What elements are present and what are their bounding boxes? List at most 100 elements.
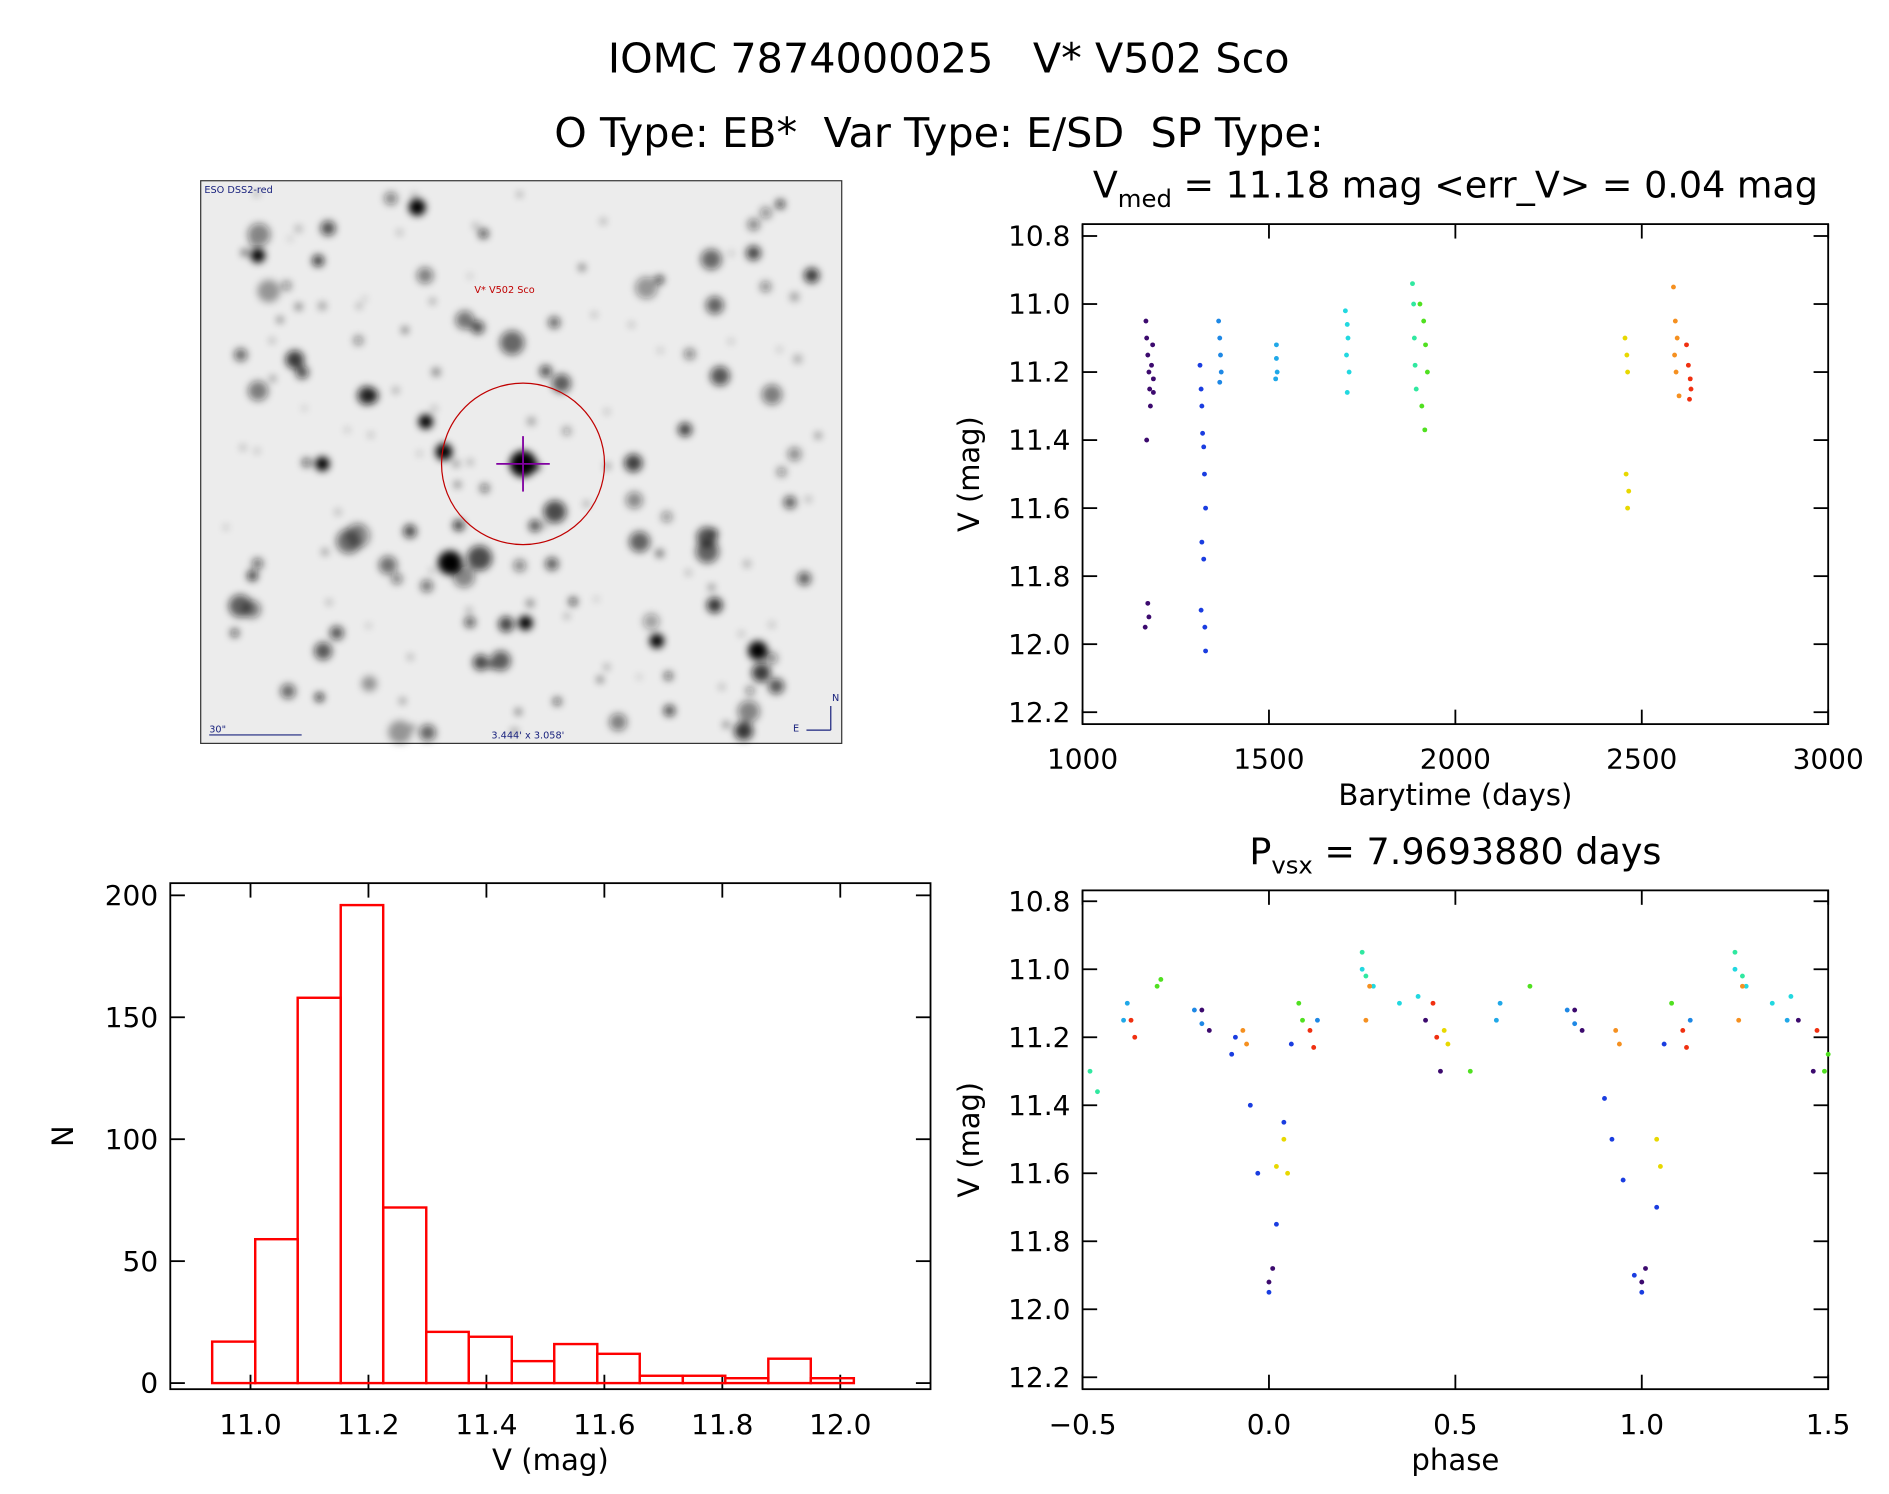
- star: [745, 686, 755, 696]
- point: [1684, 342, 1689, 348]
- point: [1493, 1017, 1499, 1023]
- star: [314, 692, 325, 702]
- point: [1273, 1164, 1279, 1169]
- point: [1198, 386, 1204, 392]
- point: [1199, 1007, 1205, 1013]
- y-tick-label: 10.8: [1008, 220, 1070, 253]
- star: [705, 296, 724, 315]
- point: [1198, 607, 1204, 613]
- point: [1146, 369, 1152, 375]
- x-tick-label: 11.8: [691, 1408, 753, 1441]
- point: [1121, 1017, 1126, 1023]
- star: [479, 483, 490, 493]
- star: [793, 355, 802, 363]
- survey-label: ESO DSS2-red: [204, 185, 272, 196]
- point: [1128, 1017, 1134, 1023]
- point: [1631, 1272, 1637, 1278]
- sky-image: ESO DSS2-red V* V502 Sco 30" 3.444' x 3.…: [200, 180, 843, 744]
- point: [1623, 471, 1629, 477]
- star: [551, 373, 571, 393]
- point: [1311, 1045, 1317, 1050]
- star: [760, 281, 772, 292]
- star: [562, 426, 572, 436]
- bar: [767, 1357, 813, 1385]
- star: [600, 218, 606, 224]
- point: [1095, 1089, 1100, 1095]
- target-circle: [440, 382, 606, 546]
- x-tick-label: 1.0: [1620, 1408, 1664, 1441]
- x-tick-label: −0.5: [1049, 1408, 1117, 1441]
- point: [1616, 1041, 1622, 1047]
- point: [1199, 403, 1205, 409]
- point: [1657, 1164, 1663, 1169]
- y-tick-label: 200: [105, 879, 158, 912]
- star: [655, 275, 664, 285]
- star: [751, 663, 771, 683]
- point: [1144, 335, 1150, 341]
- star: [625, 491, 643, 509]
- point: [1654, 1204, 1660, 1210]
- star: [515, 709, 522, 715]
- point: [1624, 352, 1630, 358]
- star: [452, 460, 460, 468]
- star: [251, 558, 264, 570]
- point: [1285, 1170, 1291, 1176]
- point: [1411, 335, 1417, 341]
- star: [542, 523, 548, 528]
- star: [584, 501, 589, 506]
- point: [1087, 1068, 1093, 1074]
- star: [388, 720, 412, 744]
- y-tick-label: 10.8: [1008, 885, 1070, 918]
- star: [295, 225, 302, 232]
- bar: [596, 1352, 641, 1385]
- star: [255, 449, 259, 453]
- point: [1639, 1289, 1645, 1295]
- point: [1244, 1041, 1250, 1047]
- point: [1417, 301, 1423, 307]
- point: [1415, 994, 1421, 999]
- y-tick-label: 150: [105, 1001, 158, 1034]
- y-tick-label: 12.2: [1008, 696, 1070, 729]
- bar: [210, 1340, 257, 1385]
- y-tick-label: 11.2: [1008, 1021, 1070, 1054]
- star: [478, 228, 489, 239]
- star: [629, 322, 634, 327]
- x-tick-label: 1000: [1047, 743, 1118, 776]
- star: [527, 417, 536, 425]
- star: [708, 584, 715, 591]
- point: [1270, 1266, 1276, 1271]
- star: [368, 433, 373, 437]
- point: [1676, 393, 1682, 399]
- point: [1149, 362, 1154, 368]
- star: [430, 568, 434, 573]
- point: [1146, 614, 1152, 620]
- star: [410, 725, 415, 729]
- bar: [553, 1342, 599, 1385]
- point: [1732, 949, 1738, 955]
- point: [1572, 1007, 1578, 1013]
- star: [499, 330, 525, 355]
- star: [804, 267, 820, 283]
- star: [498, 616, 514, 632]
- star: [552, 697, 562, 706]
- x-axis-label: Barytime (days): [1338, 778, 1572, 812]
- point: [1413, 386, 1419, 392]
- star: [391, 573, 403, 585]
- star: [254, 191, 259, 196]
- point: [1421, 318, 1427, 324]
- title-main: V: [1093, 164, 1118, 207]
- point: [1150, 376, 1156, 382]
- point: [1150, 342, 1156, 348]
- star: [329, 626, 344, 640]
- point: [1202, 624, 1208, 630]
- star: [768, 678, 785, 695]
- point: [1685, 362, 1691, 368]
- bar: [809, 1377, 856, 1385]
- point: [1527, 983, 1533, 989]
- star: [605, 409, 609, 414]
- point: [1281, 1119, 1287, 1125]
- star: [455, 310, 475, 330]
- point: [1296, 1000, 1302, 1006]
- star: [464, 616, 476, 628]
- point: [1825, 1051, 1831, 1057]
